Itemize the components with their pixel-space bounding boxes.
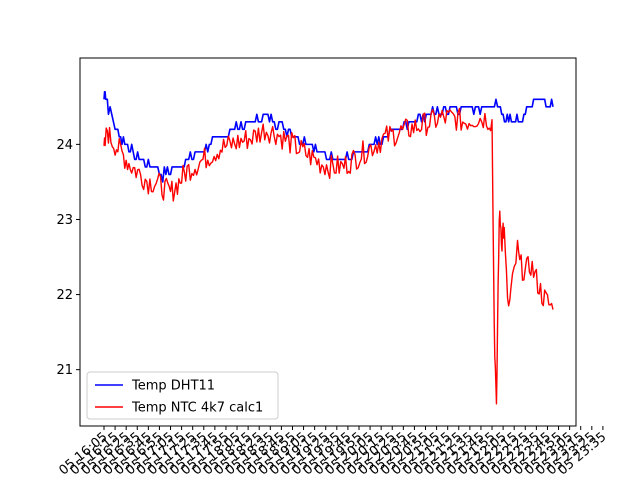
- legend-label: Temp NTC 4k7 calc1: [131, 401, 263, 416]
- series-line-0: [103, 91, 554, 183]
- legend-label: Temp DHT11: [131, 379, 215, 394]
- legend: Temp DHT11 Temp NTC 4k7 calc1: [86, 371, 279, 420]
- series-line-1: [103, 107, 554, 405]
- y-tick-label: 24: [56, 138, 73, 153]
- y-tick-label: 23: [56, 213, 73, 228]
- y-tick-label: 21: [56, 363, 73, 378]
- y-axis: 21 22 23 24: [56, 138, 80, 378]
- y-tick-label: 22: [56, 288, 73, 303]
- plot-frame: [79, 57, 577, 427]
- legend-box: [86, 371, 279, 420]
